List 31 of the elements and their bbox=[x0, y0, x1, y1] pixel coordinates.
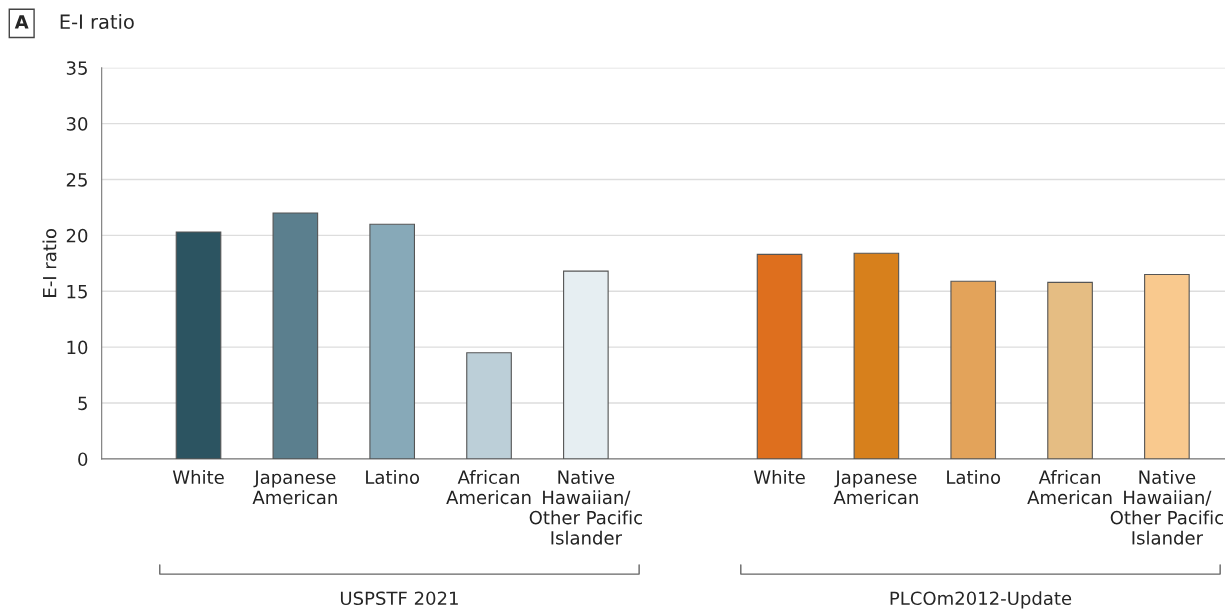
bar bbox=[853, 252, 900, 459]
bar bbox=[1047, 281, 1093, 459]
bar bbox=[369, 223, 416, 459]
y-tick-label: 35 bbox=[66, 61, 87, 75]
x-tick-label: Japanese American bbox=[252, 470, 337, 505]
x-tick-label: African American bbox=[1027, 470, 1112, 505]
y-tick-label: 15 bbox=[67, 284, 87, 299]
bar bbox=[175, 231, 222, 459]
bar bbox=[756, 253, 803, 459]
bar bbox=[950, 280, 997, 459]
x-tick-label: White bbox=[753, 470, 805, 485]
chart-title: E-I ratio bbox=[60, 14, 134, 30]
x-tick-label: Japanese American bbox=[833, 470, 918, 505]
text: PLCOm2012-Update bbox=[890, 591, 1072, 609]
x-tick-label: African American bbox=[446, 470, 531, 505]
y-tick-label: 20 bbox=[66, 228, 88, 243]
y-tick-label: 30 bbox=[66, 117, 88, 131]
text: USPSTF 2021 bbox=[340, 591, 458, 606]
bar bbox=[563, 270, 609, 459]
y-tick-label: 10 bbox=[67, 340, 88, 355]
bar bbox=[272, 212, 319, 459]
text: A bbox=[14, 15, 29, 29]
y-axis-title: E-I ratio bbox=[42, 229, 57, 297]
x-tick-label: White bbox=[172, 470, 224, 485]
y-tick-label: 5 bbox=[78, 396, 87, 411]
y-tick-label: 25 bbox=[66, 172, 87, 187]
bar bbox=[1144, 273, 1190, 459]
x-tick-label: Latino bbox=[947, 470, 1001, 485]
bar bbox=[466, 352, 512, 459]
x-tick-label: Latino bbox=[366, 470, 420, 485]
y-tick-label: 0 bbox=[78, 452, 88, 467]
